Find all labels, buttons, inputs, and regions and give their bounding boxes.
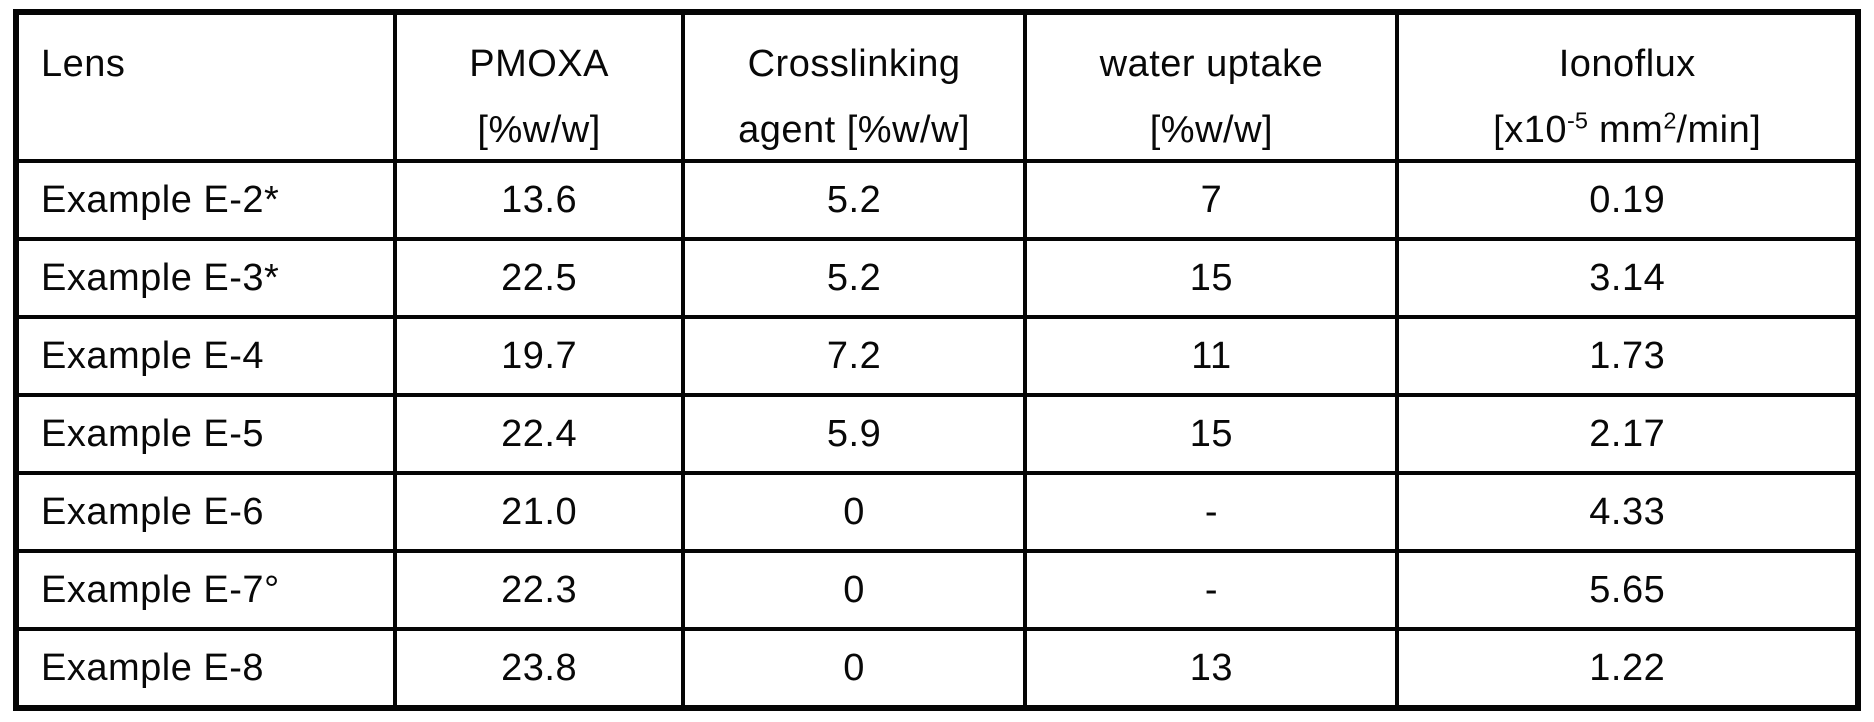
cell-water-uptake: 15	[1023, 237, 1400, 319]
table-row-example-e5: Example E-5 22.4 5.9 15 2.17	[13, 393, 1860, 475]
table-row-example-e7: Example E-7° 22.3 0 - 5.65	[13, 549, 1860, 631]
cell-water-uptake: 15	[1023, 393, 1400, 475]
cell-ionoflux: 2.17	[1395, 393, 1860, 475]
cell-ionoflux: 3.14	[1395, 237, 1860, 319]
column-header-ionoflux-unit: [x10-5 mm2/min]	[1493, 107, 1762, 151]
cell-crosslinking: 0	[680, 627, 1028, 710]
column-header-pmoxa-label: PMOXA	[469, 43, 609, 85]
cell-pmoxa: 22.3	[393, 549, 685, 631]
cell-water-uptake: 13	[1023, 627, 1400, 710]
column-header-lens: Lens	[13, 10, 398, 163]
column-header-lens-label: Lens	[41, 43, 126, 85]
cell-water-uptake: 7	[1023, 159, 1400, 241]
cell-ionoflux: 0.19	[1395, 159, 1860, 241]
cell-ionoflux: 4.33	[1395, 471, 1860, 553]
cell-lens: Example E-6	[13, 471, 398, 553]
cell-lens: Example E-4	[13, 315, 398, 397]
column-header-pmoxa: PMOXA [%w/w]	[393, 10, 685, 163]
cell-lens: Example E-2*	[13, 159, 398, 241]
cell-ionoflux: 5.65	[1395, 549, 1860, 631]
cell-pmoxa: 19.7	[393, 315, 685, 397]
table-row-example-e2: Example E-2* 13.6 5.2 7 0.19	[13, 159, 1860, 241]
table-row-example-e3: Example E-3* 22.5 5.2 15 3.14	[13, 237, 1860, 319]
column-header-water-uptake-unit: [%w/w]	[1149, 109, 1274, 151]
cell-pmoxa: 23.8	[393, 627, 685, 710]
cell-crosslinking: 7.2	[680, 315, 1028, 397]
column-header-water-uptake: water uptake [%w/w]	[1023, 10, 1400, 163]
cell-ionoflux: 1.22	[1395, 627, 1860, 710]
column-header-ionoflux: Ionoflux [x10-5 mm2/min]	[1395, 10, 1860, 163]
cell-water-uptake: 11	[1023, 315, 1400, 397]
cell-ionoflux: 1.73	[1395, 315, 1860, 397]
cell-crosslinking: 0	[680, 471, 1028, 553]
table-row-example-e6: Example E-6 21.0 0 - 4.33	[13, 471, 1860, 553]
cell-water-uptake: -	[1023, 549, 1400, 631]
cell-pmoxa: 21.0	[393, 471, 685, 553]
table-row-example-e4: Example E-4 19.7 7.2 11 1.73	[13, 315, 1860, 397]
column-header-ionoflux-label: Ionoflux	[1558, 43, 1696, 85]
cell-pmoxa: 22.4	[393, 393, 685, 475]
lens-properties-table: Lens PMOXA [%w/w] Crosslinking agent [%w…	[13, 9, 1861, 711]
table-row-example-e8: Example E-8 23.8 0 13 1.22	[13, 627, 1860, 710]
table-header-row: Lens PMOXA [%w/w] Crosslinking agent [%w…	[13, 10, 1860, 163]
cell-crosslinking: 5.9	[680, 393, 1028, 475]
column-header-crosslinking-label: Crosslinking	[747, 43, 961, 85]
column-header-pmoxa-unit: [%w/w]	[477, 109, 601, 151]
cell-crosslinking: 0	[680, 549, 1028, 631]
cell-water-uptake: -	[1023, 471, 1400, 553]
cell-lens: Example E-7°	[13, 549, 398, 631]
column-header-crosslinking: Crosslinking agent [%w/w]	[680, 10, 1028, 163]
cell-crosslinking: 5.2	[680, 237, 1028, 319]
column-header-water-uptake-label: water uptake	[1099, 43, 1324, 85]
cell-crosslinking: 5.2	[680, 159, 1028, 241]
column-header-crosslinking-unit: agent [%w/w]	[738, 109, 971, 151]
cell-lens: Example E-8	[13, 627, 398, 710]
cell-pmoxa: 13.6	[393, 159, 685, 241]
cell-pmoxa: 22.5	[393, 237, 685, 319]
cell-lens: Example E-3*	[13, 237, 398, 319]
cell-lens: Example E-5	[13, 393, 398, 475]
